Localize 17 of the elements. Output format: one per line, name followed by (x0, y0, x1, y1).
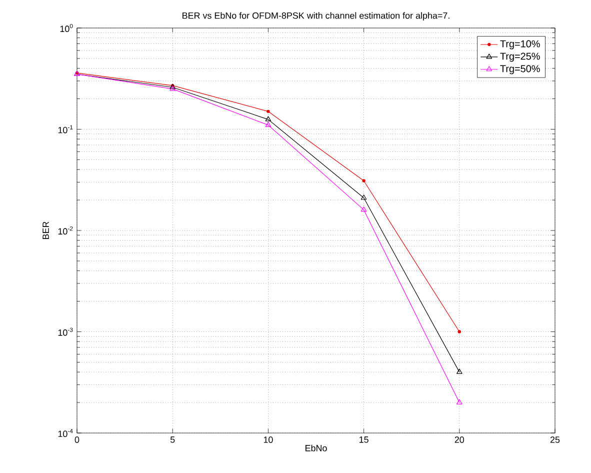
x-axis-title: EbNo (306, 444, 327, 452)
y-axis-title: BER (42, 222, 49, 239)
y-tick-label: 10$^{-1}$ (58, 125, 73, 134)
x-tick-label: 5 (170, 436, 175, 443)
legend-label: Trg=10% (500, 40, 540, 50)
x-tick-label: 15 (360, 436, 368, 443)
y-tick-label: 10$^{-3}$ (58, 328, 73, 336)
legend-label: Trg=50% (500, 65, 540, 74)
y-tick-label: 10$^{-4}$ (58, 429, 73, 438)
x-tick-label: 20 (454, 436, 464, 443)
y-tick-label: 10$^{0}$ (60, 24, 73, 32)
x-tick-label: 25 (550, 436, 560, 443)
x-tick-label: 10 (264, 436, 273, 443)
legend-label: Trg=25% (500, 52, 540, 62)
chart-title: BER vs EbNo for OFDM-8PSK with channel estimation for alpha=7. (182, 12, 450, 20)
x-tick-label: 0 (74, 436, 80, 443)
y-tick-label: 10$^{-2}$ (58, 226, 73, 235)
